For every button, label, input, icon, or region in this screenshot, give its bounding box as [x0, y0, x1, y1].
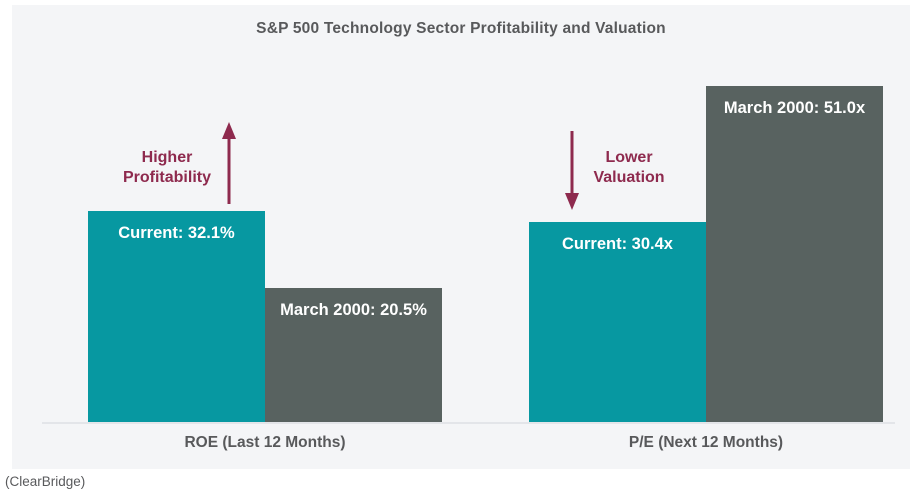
up-arrow-icon — [222, 122, 236, 204]
chart-title: S&P 500 Technology Sector Profitability … — [256, 20, 666, 37]
bar-roe-march-2000: March 2000: 20.5% — [265, 288, 442, 423]
bar-pe-current: Current: 30.4x — [529, 222, 706, 423]
attribution: (ClearBridge) — [5, 474, 86, 489]
x-axis-label-pe: P/E (Next 12 Months) — [628, 434, 784, 451]
bar-roe-march-2000-label: March 2000: 20.5% — [280, 301, 427, 319]
x-axis-line — [42, 422, 895, 424]
annotation-lower-valuation: Lower Valuation — [593, 149, 665, 186]
x-axis-label-roe: ROE (Last 12 Months) — [184, 434, 346, 451]
bar-roe-current: Current: 32.1% — [88, 211, 265, 423]
annotation-higher-profitability: Higher Profitability — [122, 149, 211, 186]
plot-area: Current: 32.1% March 2000: 20.5% Current… — [12, 5, 910, 423]
bar-pe-current-label: Current: 30.4x — [562, 235, 673, 253]
bar-pe-march-2000: March 2000: 51.0x — [706, 86, 883, 423]
chart-card: S&P 500 Technology Sector Profitability … — [12, 5, 910, 469]
bar-pe-march-2000-label: March 2000: 51.0x — [723, 99, 866, 117]
bar-roe-current-label: Current: 32.1% — [118, 224, 235, 242]
down-arrow-icon — [565, 131, 579, 210]
